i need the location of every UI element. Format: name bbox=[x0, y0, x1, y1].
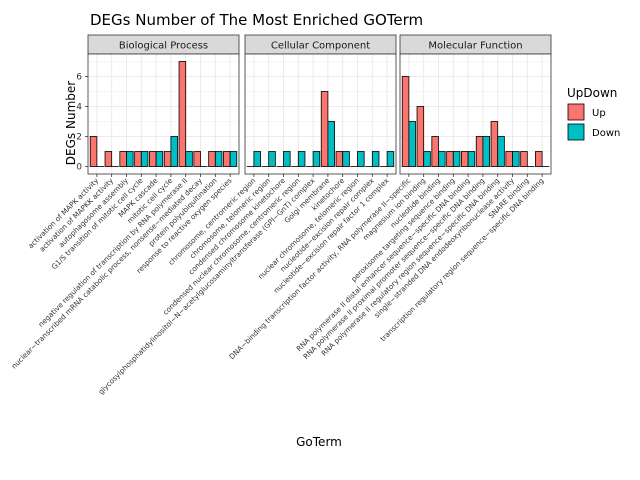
bar-up-transcription-regulatory-region-sequence bbox=[535, 151, 543, 167]
y-tick-label: 4 bbox=[76, 103, 82, 113]
bar-up-autophagosome-assembly bbox=[119, 151, 127, 167]
legend-label-up: Up bbox=[592, 108, 606, 119]
bar-down-magnesium-ion-binding bbox=[423, 151, 431, 167]
panel-border bbox=[399, 53, 552, 175]
bar-up-mapk-cascade bbox=[149, 151, 157, 167]
bar-down-nuclear-chromosome-telomeric-region bbox=[357, 151, 365, 167]
bar-down-chromosome-telomeric-region bbox=[268, 151, 276, 167]
bar-up-nuclear-transcribed-mrna-catabolic-proce bbox=[193, 151, 201, 167]
bar-down-rna-polymerase-ii-regulatory-region-sequ bbox=[497, 136, 505, 167]
bar-down-condensed-nuclear-chromosome-centromeric bbox=[297, 151, 306, 167]
bar-down-mapk-cascade bbox=[155, 151, 164, 167]
panel-border bbox=[87, 53, 240, 175]
facet-strip-label: Cellular Component bbox=[271, 41, 370, 52]
y-tick-label: 0 bbox=[76, 163, 82, 173]
bar-up-activation-of-mapkk-activity bbox=[104, 151, 113, 167]
bar-up-golgi-membrane bbox=[320, 91, 329, 167]
y-tick-label: 6 bbox=[76, 73, 82, 83]
bar-up-activation-of-mapk-activity bbox=[89, 136, 98, 167]
bar-down-nucleotide-excision-repair-complex bbox=[371, 151, 380, 167]
bar-down-autophagosome-assembly bbox=[126, 151, 134, 167]
bar-down-response-to-reactive-oxygen-species bbox=[229, 151, 238, 167]
legend-title: UpDown bbox=[567, 86, 617, 100]
bar-up-magnesium-ion-binding bbox=[416, 106, 425, 167]
panel-border bbox=[244, 53, 397, 175]
bar-up-peroxisome-targeting-sequence-binding bbox=[446, 151, 454, 167]
bar-down-nucleotide-excision-repair-factor-1-comp bbox=[386, 151, 395, 167]
bar-up-negative-regulation-of-transcription-by- bbox=[178, 61, 187, 167]
bar-up-mitotic-cell-cycle bbox=[163, 151, 172, 167]
bar-down-kinetochore bbox=[342, 151, 350, 167]
bar-down-condensed-chromosome-kinetochore bbox=[283, 151, 291, 167]
bar-up-rna-polymerase-ii-regulatory-region-sequ bbox=[490, 121, 499, 167]
bar-up-dna-binding-transcription-factor-activit bbox=[401, 76, 410, 167]
facet-strip-label: Biological Process bbox=[119, 41, 208, 52]
bar-up-rna-polymerase-ii-proximal-promoter-sequ bbox=[475, 136, 484, 167]
bar-down-chromosome-centromeric-region bbox=[253, 151, 261, 167]
bar-up-single-stranded-dna-endodeoxyribonucleas bbox=[505, 151, 513, 167]
legend-label-down: Down bbox=[592, 128, 620, 139]
chart-title: DEGs Number of The Most Enriched GOTerm bbox=[90, 11, 423, 29]
bar-up-response-to-reactive-oxygen-species bbox=[223, 151, 231, 167]
bar-down-rna-polymerase-ii-proximal-promoter-sequ bbox=[482, 136, 490, 167]
bar-down-mitotic-cell-cycle bbox=[170, 136, 178, 167]
bar-up-snare-binding bbox=[520, 151, 528, 167]
bar-down-protein-polyubiquitination bbox=[214, 151, 223, 167]
bar-up-g1-s-transition-of-mitotic-cell-cycle bbox=[134, 151, 142, 167]
bar-up-rna-polymerase-ii-distal-enhancer-sequen bbox=[461, 151, 469, 167]
bar-down-golgi-membrane bbox=[327, 121, 335, 167]
bar-down-nucleotide-binding bbox=[438, 151, 446, 167]
bar-up-protein-polyubiquitination bbox=[208, 151, 216, 167]
bar-down-negative-regulation-of-transcription-by- bbox=[185, 151, 193, 167]
legend: UpDown UpDown bbox=[567, 86, 620, 141]
legend-key-down bbox=[567, 123, 585, 141]
bar-down-single-stranded-dna-endodeoxyribonucleas bbox=[512, 151, 520, 167]
bar-up-nucleotide-binding bbox=[431, 136, 439, 167]
legend-key-up bbox=[567, 103, 585, 121]
y-axis-title: DEGs Number bbox=[64, 81, 78, 165]
bar-down-rna-polymerase-ii-distal-enhancer-sequen bbox=[467, 151, 476, 167]
bar-down-g1-s-transition-of-mitotic-cell-cycle bbox=[140, 151, 149, 167]
bar-up-kinetochore bbox=[335, 151, 344, 167]
bar-down-dna-binding-transcription-factor-activit bbox=[408, 121, 416, 167]
bar-down-peroxisome-targeting-sequence-binding bbox=[452, 151, 461, 167]
y-tick-label: 2 bbox=[76, 133, 82, 143]
facet-strip-label: Molecular Function bbox=[428, 41, 522, 52]
bar-down-glycosylphosphatidylinositol-n-acetylglu bbox=[312, 151, 321, 167]
x-axis-title: GoTerm bbox=[296, 435, 342, 449]
